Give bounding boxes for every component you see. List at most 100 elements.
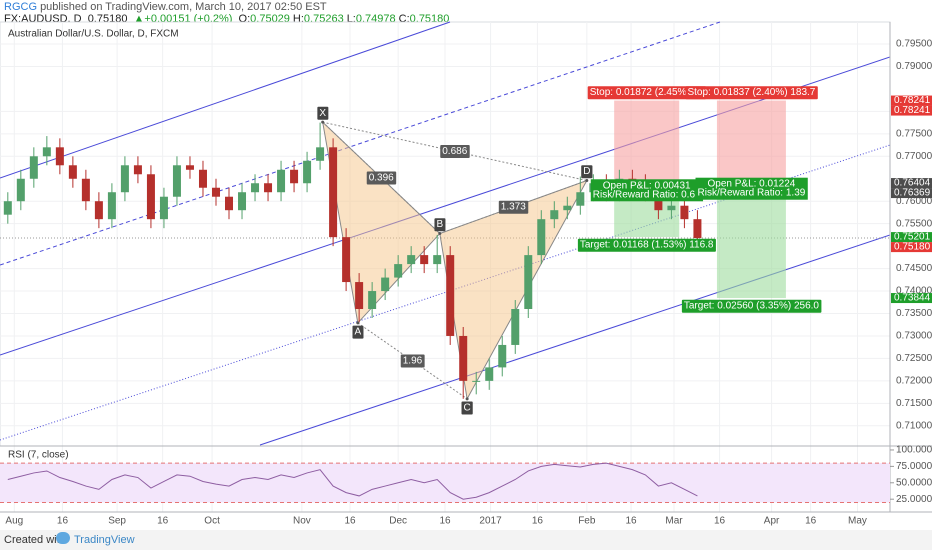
candle-body	[381, 277, 390, 292]
y-tick-label: 0.79500	[896, 39, 932, 50]
price-label-bg	[891, 95, 932, 106]
ohlc-label: H:	[292, 13, 304, 25]
candle-body	[55, 147, 64, 166]
y-tick-label: 0.75500	[896, 218, 932, 229]
rsi-line	[7, 462, 698, 500]
candle-body	[29, 156, 38, 179]
y-tick-label: 0.77500	[896, 128, 932, 139]
price-label: 0.76404	[894, 178, 931, 189]
price-label-bg	[891, 232, 932, 243]
candle-body	[498, 344, 507, 368]
y-tick-label: 0.76000	[896, 196, 932, 207]
candle-body	[211, 187, 220, 197]
point-label-bg	[461, 401, 473, 415]
candle-body	[172, 165, 181, 197]
chart-title: Australian Dollar/U.S. Dollar, D, FXCM	[8, 29, 179, 40]
pattern-point	[438, 232, 442, 236]
candle-body	[251, 183, 260, 193]
stop-label: Stop: 0.01837 (2.40%) 183.7	[687, 87, 815, 98]
author[interactable]: RGCG	[4, 1, 37, 13]
point-label: X	[319, 108, 326, 119]
ratio-label-bg	[440, 144, 470, 158]
candle-body	[198, 169, 207, 188]
candle-body	[277, 169, 286, 193]
price-label: 0.78241	[894, 105, 931, 116]
candle-body	[368, 291, 377, 310]
ratio-label-bg	[498, 200, 529, 214]
candle-body	[576, 192, 585, 206]
y-tick-label: 0.74000	[896, 286, 932, 297]
candle-body	[107, 192, 116, 220]
candle-body	[537, 219, 546, 256]
x-tick-label: 16	[714, 516, 726, 527]
x-tick-label: May	[848, 516, 867, 527]
rsi-title: RSI (7, close)	[8, 450, 69, 461]
x-tick-label: 16	[532, 516, 544, 527]
pnl-label: Open P&L: 0.01224	[707, 179, 795, 190]
price-label: 0.75180	[894, 242, 931, 253]
candle-body	[472, 380, 481, 382]
price-label: 0.75201	[894, 232, 931, 243]
candle-body	[3, 201, 12, 215]
point-label-bg	[581, 165, 593, 179]
x-tick-label: 16	[626, 516, 638, 527]
candle-body	[133, 165, 142, 175]
brand[interactable]: TradingView	[74, 534, 135, 546]
candle-body	[524, 255, 533, 310]
price-label: 0.73844	[894, 293, 931, 304]
ratio-label-bg	[400, 354, 425, 368]
x-tick-label: 16	[344, 516, 356, 527]
target-label-bg	[681, 299, 822, 313]
price-label: 0.76369	[894, 188, 931, 199]
target-label-bg	[577, 238, 716, 252]
point-label-bg	[352, 325, 364, 339]
pattern-point	[321, 120, 325, 124]
ohlc-label: L:	[346, 13, 356, 25]
rsi-tick-label: 100.0000	[896, 445, 932, 456]
candle-body	[316, 147, 325, 161]
x-tick-label: Sep	[108, 516, 126, 527]
candle-body	[693, 219, 702, 239]
candle-body	[355, 282, 364, 310]
candle-body	[81, 178, 90, 202]
candle-body	[550, 210, 559, 220]
candle-body	[159, 196, 168, 220]
candle-body	[120, 165, 129, 193]
published: published on TradingView.com, March 10, …	[40, 1, 327, 13]
price-label: 0.78241	[894, 95, 931, 106]
target-label: Target: 0.02560 (3.35%) 256.0	[684, 301, 820, 312]
point-label-bg	[434, 218, 446, 232]
ohlc-label: C:	[398, 13, 410, 25]
candle-body	[511, 309, 520, 345]
target-label: Target: 0.01168 (1.53%) 116.8	[580, 240, 714, 251]
x-tick-label: Dec	[389, 516, 407, 527]
point-label: D	[583, 166, 590, 177]
created-with: Created with	[4, 534, 66, 546]
pattern-point	[585, 179, 589, 183]
price-label-bg	[891, 293, 932, 304]
candle-body	[394, 264, 403, 278]
candle-body	[94, 201, 103, 220]
candle-body	[238, 192, 247, 211]
channel-line	[0, 144, 891, 441]
publish-line: RGCG published on TradingView.com, March…	[4, 1, 330, 13]
x-tick-label: 16	[157, 516, 169, 527]
candle-body	[290, 169, 299, 184]
chart: Australian Dollar/U.S. Dollar, D, FXCM 0…	[0, 21, 932, 527]
rr-label: Risk/Reward Ratio: 1.39	[698, 188, 806, 199]
y-tick-label: 0.73000	[896, 331, 932, 342]
x-tick-label: 16	[57, 516, 69, 527]
stop-zone	[614, 100, 680, 185]
candle-body	[433, 255, 442, 265]
x-tick-label: Mar	[665, 516, 683, 527]
stop-zone	[716, 100, 786, 184]
candle-body	[329, 147, 338, 238]
y-tick-label: 0.79000	[896, 61, 932, 72]
candle-body	[446, 255, 455, 336]
point-label: A	[354, 327, 361, 338]
rsi-band	[0, 463, 890, 503]
point-label: B	[436, 219, 443, 230]
candle-body	[485, 367, 494, 381]
rsi-tick-label: 25.0000	[896, 494, 932, 505]
candle-body	[42, 147, 51, 157]
